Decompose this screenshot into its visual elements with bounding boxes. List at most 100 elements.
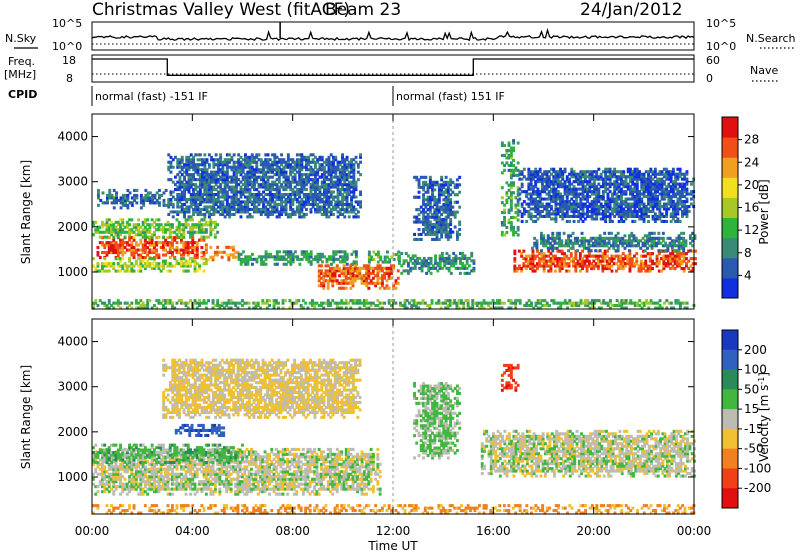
heat-cell	[670, 244, 674, 248]
heat-cell	[334, 207, 338, 211]
heat-cell	[182, 223, 186, 227]
heat-cell	[659, 249, 663, 253]
heat-cell	[323, 195, 326, 199]
heat-cell	[341, 155, 344, 159]
heat-cell	[300, 190, 304, 194]
heat-cell	[376, 269, 380, 273]
heat-cell	[541, 172, 544, 176]
heat-cell	[166, 223, 170, 227]
heat-cell	[280, 255, 284, 259]
heat-cell	[298, 257, 302, 261]
heat-cell	[171, 243, 174, 247]
heat-cell	[556, 180, 560, 184]
heat-cell	[652, 231, 656, 235]
heat-cell	[116, 223, 120, 227]
heat-cell	[640, 207, 644, 211]
heat-cell	[316, 188, 320, 192]
heat-cell	[536, 267, 539, 271]
heat-cell	[180, 190, 184, 194]
heat-cell	[665, 185, 669, 189]
heat-cell	[551, 246, 555, 250]
heat-cell	[155, 218, 159, 222]
heat-cell	[444, 208, 448, 212]
heat-cell	[347, 210, 351, 214]
heat-cell	[542, 254, 546, 258]
heat-cell	[230, 205, 234, 209]
heat-cell	[237, 210, 241, 214]
heat-cell	[92, 257, 95, 261]
heat-cell	[266, 160, 270, 164]
heat-cell	[431, 190, 434, 194]
heat-cell	[298, 205, 302, 209]
heat-cell	[280, 160, 283, 164]
heat-cell	[293, 180, 297, 184]
heat-cell	[446, 215, 450, 219]
heat-cell	[105, 269, 109, 273]
heat-cell	[407, 269, 410, 273]
heat-cell	[631, 190, 635, 194]
heat-cell	[620, 207, 623, 211]
heat-cell	[426, 198, 430, 202]
heat-cell	[694, 257, 697, 261]
heat-cell	[148, 196, 152, 200]
heat-cell	[465, 261, 469, 265]
heat-cell	[520, 202, 524, 206]
heat-cell	[235, 207, 238, 211]
heat-cell	[148, 228, 152, 232]
heat-cell	[186, 230, 190, 234]
heat-cell	[449, 178, 453, 182]
heat-cell	[552, 192, 556, 196]
heat-cell	[336, 205, 340, 209]
heat-cell	[503, 211, 506, 215]
heat-cell	[204, 245, 208, 249]
heat-cell	[201, 198, 204, 202]
heat-cell	[509, 201, 513, 205]
heat-cell	[620, 212, 623, 216]
heat-cell	[291, 175, 295, 179]
heat-cell	[246, 178, 250, 182]
heat-cell	[426, 223, 430, 227]
heat-cell	[286, 195, 290, 199]
heat-cell	[415, 220, 419, 224]
heat-cell	[275, 207, 279, 211]
heat-cell	[191, 238, 195, 242]
heat-cell	[352, 260, 356, 264]
heat-cell	[124, 203, 127, 207]
heat-cell	[186, 223, 190, 227]
heat-cell	[353, 269, 357, 273]
heat-cell	[246, 190, 250, 194]
heat-cell	[116, 248, 120, 252]
heat-cell	[139, 267, 143, 271]
heat-cell	[509, 163, 513, 167]
heat-cell	[613, 202, 617, 206]
heat-cell	[662, 202, 666, 206]
heat-cell	[266, 158, 270, 162]
heat-cell	[155, 262, 159, 266]
heat-cell	[619, 236, 622, 240]
heat-cell	[189, 165, 193, 169]
heat-cell	[563, 190, 567, 194]
heat-cell	[332, 207, 335, 211]
heat-cell	[338, 168, 342, 172]
heat-cell	[567, 264, 571, 268]
heat-cell	[638, 175, 641, 179]
heat-cell	[624, 205, 628, 209]
heat-cell	[665, 214, 669, 218]
heat-cell	[189, 235, 192, 239]
heat-cell	[351, 279, 355, 283]
heat-cell	[193, 246, 197, 250]
heat-cell	[662, 219, 666, 223]
heat-cell	[520, 185, 524, 189]
heat-cell	[658, 180, 662, 184]
heat-cell	[463, 266, 467, 270]
heat-cell	[540, 257, 544, 261]
heat-cell	[643, 239, 647, 243]
heat-cell	[647, 209, 650, 213]
heat-cell	[98, 269, 102, 273]
heat-cell	[284, 210, 288, 214]
heat-cell	[590, 177, 594, 181]
heat-cell	[130, 228, 134, 232]
heat-cell	[225, 207, 229, 211]
heat-cell	[554, 190, 558, 194]
heat-cell	[235, 210, 238, 214]
